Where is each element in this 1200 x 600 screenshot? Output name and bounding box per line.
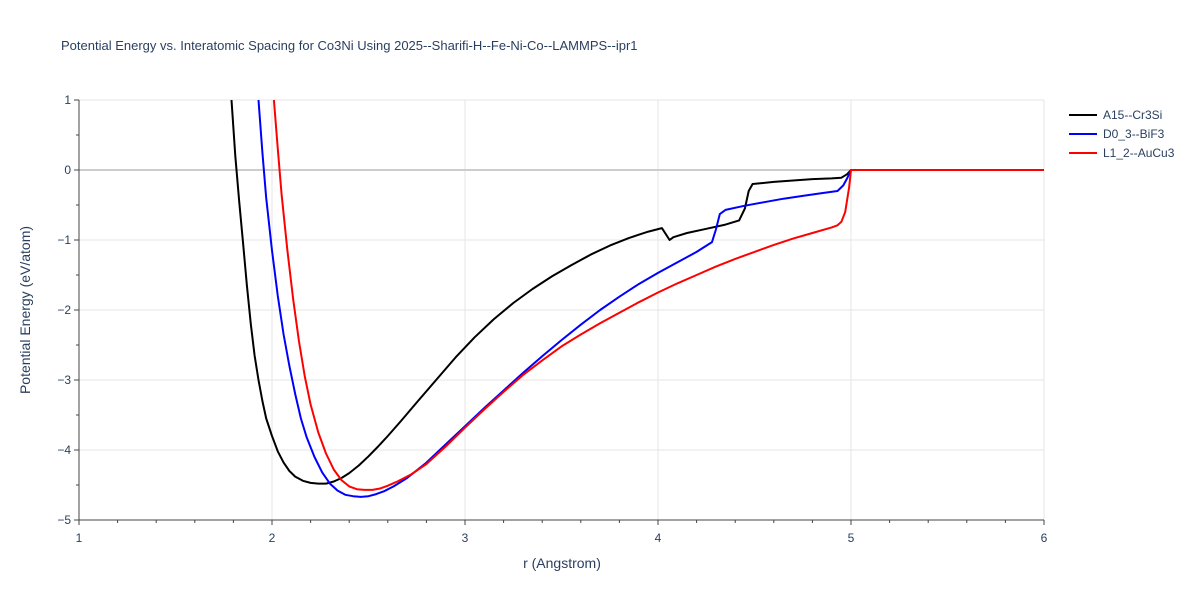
y-tick-label: 1 (64, 93, 71, 107)
series-line-1 (230, 100, 1044, 485)
y-tick-label: −1 (57, 233, 71, 247)
x-tick-label: 3 (462, 531, 469, 545)
legend-label: L1_2--AuCu3 (1103, 146, 1175, 160)
x-tick-label: 4 (655, 531, 662, 545)
plot-area (230, 100, 1044, 498)
y-tick-label: 0 (64, 163, 71, 177)
x-axis-title: r (Angstrom) (523, 555, 601, 571)
y-axis-title: Potential Energy (eV/atom) (17, 226, 33, 394)
y-tick-label: −3 (57, 373, 71, 387)
legend-item-2[interactable]: D0_3--BiF3 (1069, 127, 1165, 141)
y-tick-label: −2 (57, 303, 71, 317)
x-tick-label: 2 (269, 531, 276, 545)
x-tick-label: 6 (1041, 531, 1048, 545)
chart-title: Potential Energy vs. Interatomic Spacing… (61, 38, 638, 53)
grid-layer (79, 99, 1045, 520)
series-line-2 (257, 100, 1044, 498)
legend-item-3[interactable]: L1_2--AuCu3 (1069, 146, 1175, 160)
y-tick-label: −4 (57, 443, 71, 457)
y-tick-label: −5 (57, 513, 71, 527)
x-tick-label: 1 (76, 531, 83, 545)
axis-layer: 1 2 3 4 5 6 1 0 −1 −2 −3 −4 −5 (57, 93, 1047, 545)
legend-label: A15--Cr3Si (1103, 108, 1162, 122)
legend[interactable]: A15--Cr3Si D0_3--BiF3 L1_2--AuCu3 (1069, 108, 1175, 160)
series-line-3 (272, 100, 1044, 491)
legend-item-1[interactable]: A15--Cr3Si (1069, 108, 1162, 122)
legend-label: D0_3--BiF3 (1103, 127, 1165, 141)
x-tick-label: 5 (848, 531, 855, 545)
